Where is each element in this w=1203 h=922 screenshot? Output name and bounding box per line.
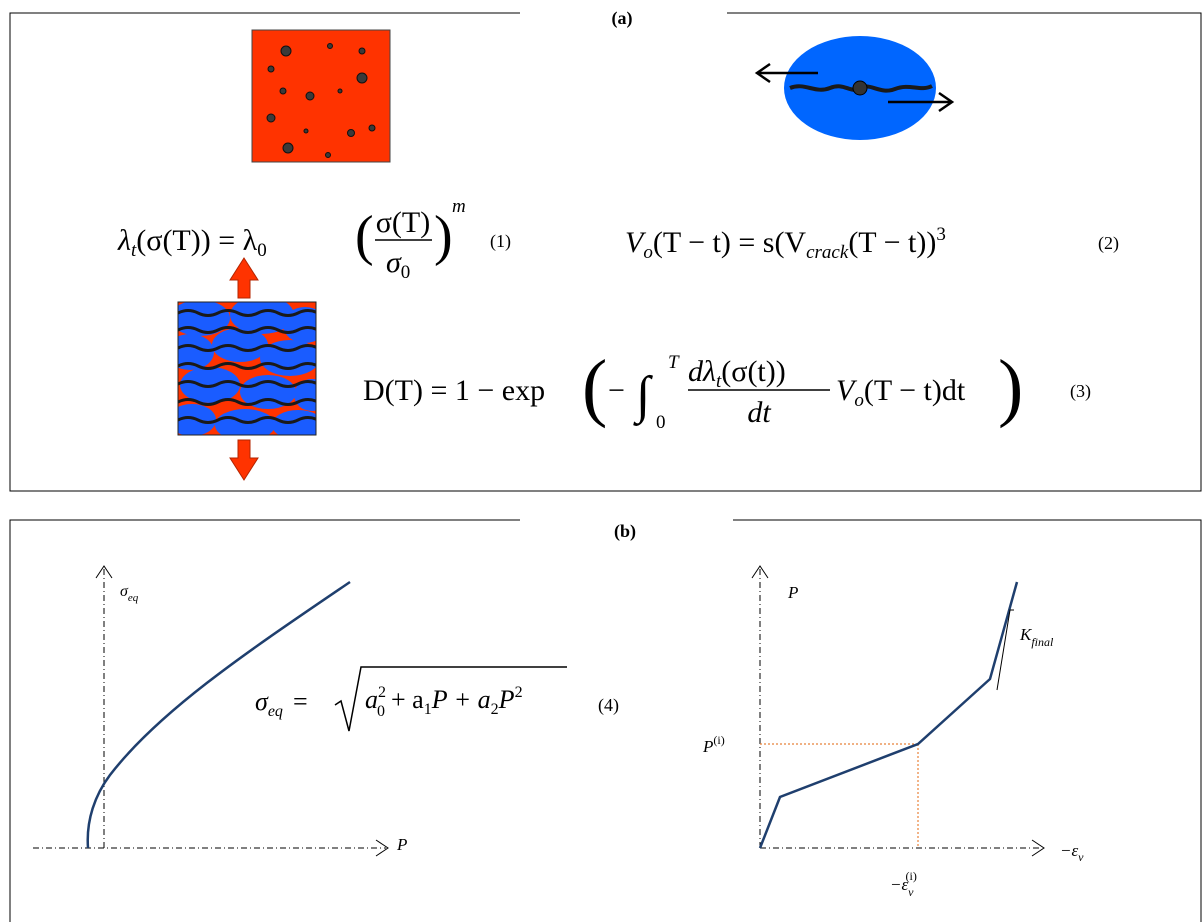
eps-i-label: −εv(i): [890, 869, 917, 899]
text-part: eq: [128, 592, 139, 604]
text-part: 2: [515, 684, 523, 701]
x-axis-label: P: [396, 835, 407, 854]
text-part: v: [908, 885, 914, 899]
eq-number: (4): [598, 695, 619, 716]
eq-text: −: [608, 374, 625, 407]
eq-text: Vo(T − t) = s(Vcrack(T − t))3: [625, 224, 946, 263]
paren: (: [582, 345, 607, 429]
upper-limit: T: [668, 352, 680, 373]
paren: ): [998, 345, 1023, 429]
text-part: P + a: [431, 685, 491, 714]
y-axis-label: σeq: [120, 583, 139, 604]
text-part: 0: [257, 240, 267, 261]
text-part: 2: [491, 701, 499, 718]
yield-graph: σeq P: [33, 566, 407, 856]
text-part: o: [854, 390, 864, 411]
panel-b-frame: [10, 520, 1201, 922]
eq-text: Vo(T − t)dt: [836, 374, 966, 411]
text-part: o: [643, 242, 653, 263]
k-final-label: Kfinal: [1019, 625, 1054, 649]
figure: (a): [0, 0, 1203, 922]
eq-number: (2): [1098, 233, 1119, 254]
lower-limit: 0: [656, 412, 666, 433]
text-part: eq: [268, 703, 283, 720]
text-part: (i): [713, 733, 724, 747]
p-i-label: P(i): [702, 733, 725, 756]
integral: ∫: [633, 367, 653, 426]
cracked-matrix: [166, 258, 330, 480]
text-part: v: [1078, 850, 1084, 864]
text-part: (i): [906, 869, 917, 883]
text-part: (T − t) = s(V: [653, 226, 807, 259]
numerator: dλt(σ(t)): [688, 355, 786, 392]
text-part: 0: [377, 703, 385, 720]
paren: (: [355, 205, 374, 267]
text-part: −ε: [1060, 841, 1078, 860]
panel-label: (a): [612, 8, 633, 29]
curve: [760, 582, 1017, 848]
equation-1: λt(σ(T)) = λ0 ( σ(T) σ0 ) m (1): [117, 196, 511, 283]
denominator: dt: [747, 396, 771, 429]
eq-text: λt(σ(T)) = λ0: [117, 224, 267, 261]
equation-3: D(T) = 1 − exp ( − ∫ T 0 dλt(σ(t)) dt Vo…: [363, 345, 1091, 433]
eq-number: (3): [1070, 381, 1091, 402]
pore-matrix: [252, 30, 390, 162]
equation-2: Vo(T − t) = s(Vcrack(T − t))3 (2): [625, 224, 1119, 263]
y-axis-label: P: [787, 583, 798, 602]
eq-number: (1): [490, 231, 511, 252]
denominator: σ0: [386, 246, 410, 283]
exponent: m: [452, 196, 466, 217]
text-part: (T − t)dt: [864, 374, 966, 407]
text-part: σ: [386, 246, 402, 279]
curve: [88, 582, 350, 848]
text-part: λ: [117, 224, 131, 257]
panel-label: (b): [614, 521, 636, 542]
text-part: 1: [424, 701, 432, 718]
eq-text: σeq=: [255, 687, 308, 720]
x-axis-label: −εv: [1060, 841, 1084, 864]
eq-text: D(T) = 1 − exp: [363, 374, 545, 407]
text-part: =: [293, 687, 308, 716]
compaction-graph: P −εv P(i) −εv(i) Kfinal: [702, 566, 1084, 899]
text-part: P: [498, 685, 515, 714]
text-part: (T − t)): [848, 226, 936, 259]
text-part: crack: [806, 242, 849, 263]
crack-zone: [757, 36, 952, 140]
text-part: 0: [401, 262, 411, 283]
text-part: final: [1031, 635, 1054, 649]
text-part: 3: [936, 224, 946, 245]
text-part: dλ: [688, 355, 716, 388]
text-part: + a: [391, 685, 424, 714]
text-part: P: [702, 737, 713, 756]
text-part: (σ(T)) = λ: [136, 224, 257, 257]
numerator: σ(T): [376, 206, 430, 239]
text-part: (σ(t)): [721, 355, 785, 388]
paren: ): [434, 205, 453, 267]
text-part: 2: [378, 684, 386, 701]
